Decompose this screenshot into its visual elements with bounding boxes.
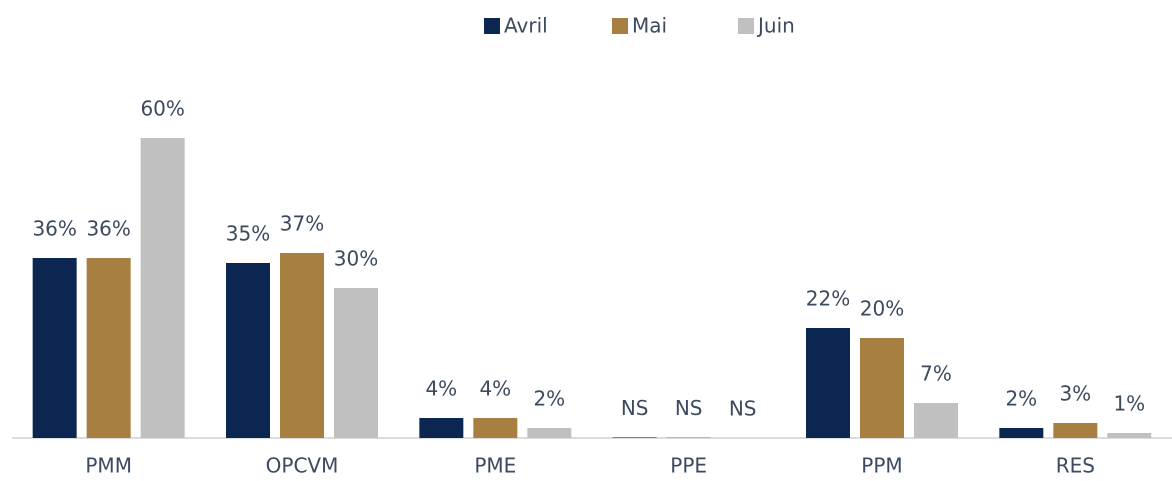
legend-label: Juin [756, 14, 795, 38]
x-tick-label: PMM [85, 454, 132, 478]
bar [666, 437, 711, 438]
legend-label: Mai [632, 14, 667, 38]
bar [860, 338, 904, 438]
data-label: 37% [280, 212, 324, 236]
data-label: NS [621, 396, 649, 420]
data-label: 1% [1113, 392, 1145, 416]
data-label: 20% [860, 297, 904, 321]
bar [32, 258, 77, 438]
legend-swatch [738, 18, 754, 34]
data-label: 36% [32, 217, 76, 241]
data-label: 35% [226, 222, 270, 246]
x-tick-label: RES [1056, 454, 1095, 478]
data-label: 2% [533, 387, 565, 411]
legend-swatch [484, 18, 500, 34]
bar [806, 328, 850, 438]
bar [419, 418, 464, 438]
legend-swatch [612, 18, 628, 34]
data-label: 4% [479, 377, 511, 401]
bar [280, 253, 324, 438]
bar [473, 418, 518, 438]
bar [527, 428, 572, 438]
data-label: 36% [86, 217, 130, 241]
x-tick-label: PPM [861, 454, 902, 478]
bar [999, 428, 1044, 438]
data-label: 7% [920, 362, 952, 386]
bar [612, 437, 657, 438]
bar [914, 403, 958, 438]
data-label: 22% [806, 287, 850, 311]
x-tick-label: PPE [670, 454, 707, 478]
x-tick-label: PME [474, 454, 516, 478]
data-label: 3% [1059, 382, 1091, 406]
x-tick-label: OPCVM [266, 454, 339, 478]
bar [140, 138, 185, 438]
data-label: 60% [140, 97, 184, 121]
data-label: 4% [425, 377, 457, 401]
bar [334, 288, 378, 438]
data-label: 30% [334, 247, 378, 271]
bar [86, 258, 131, 438]
data-label: NS [729, 397, 757, 421]
bar [1107, 433, 1152, 438]
bar [226, 263, 270, 438]
legend-label: Avril [504, 14, 548, 38]
data-label: 2% [1005, 387, 1037, 411]
bar [1053, 423, 1098, 438]
data-label: NS [675, 396, 703, 420]
